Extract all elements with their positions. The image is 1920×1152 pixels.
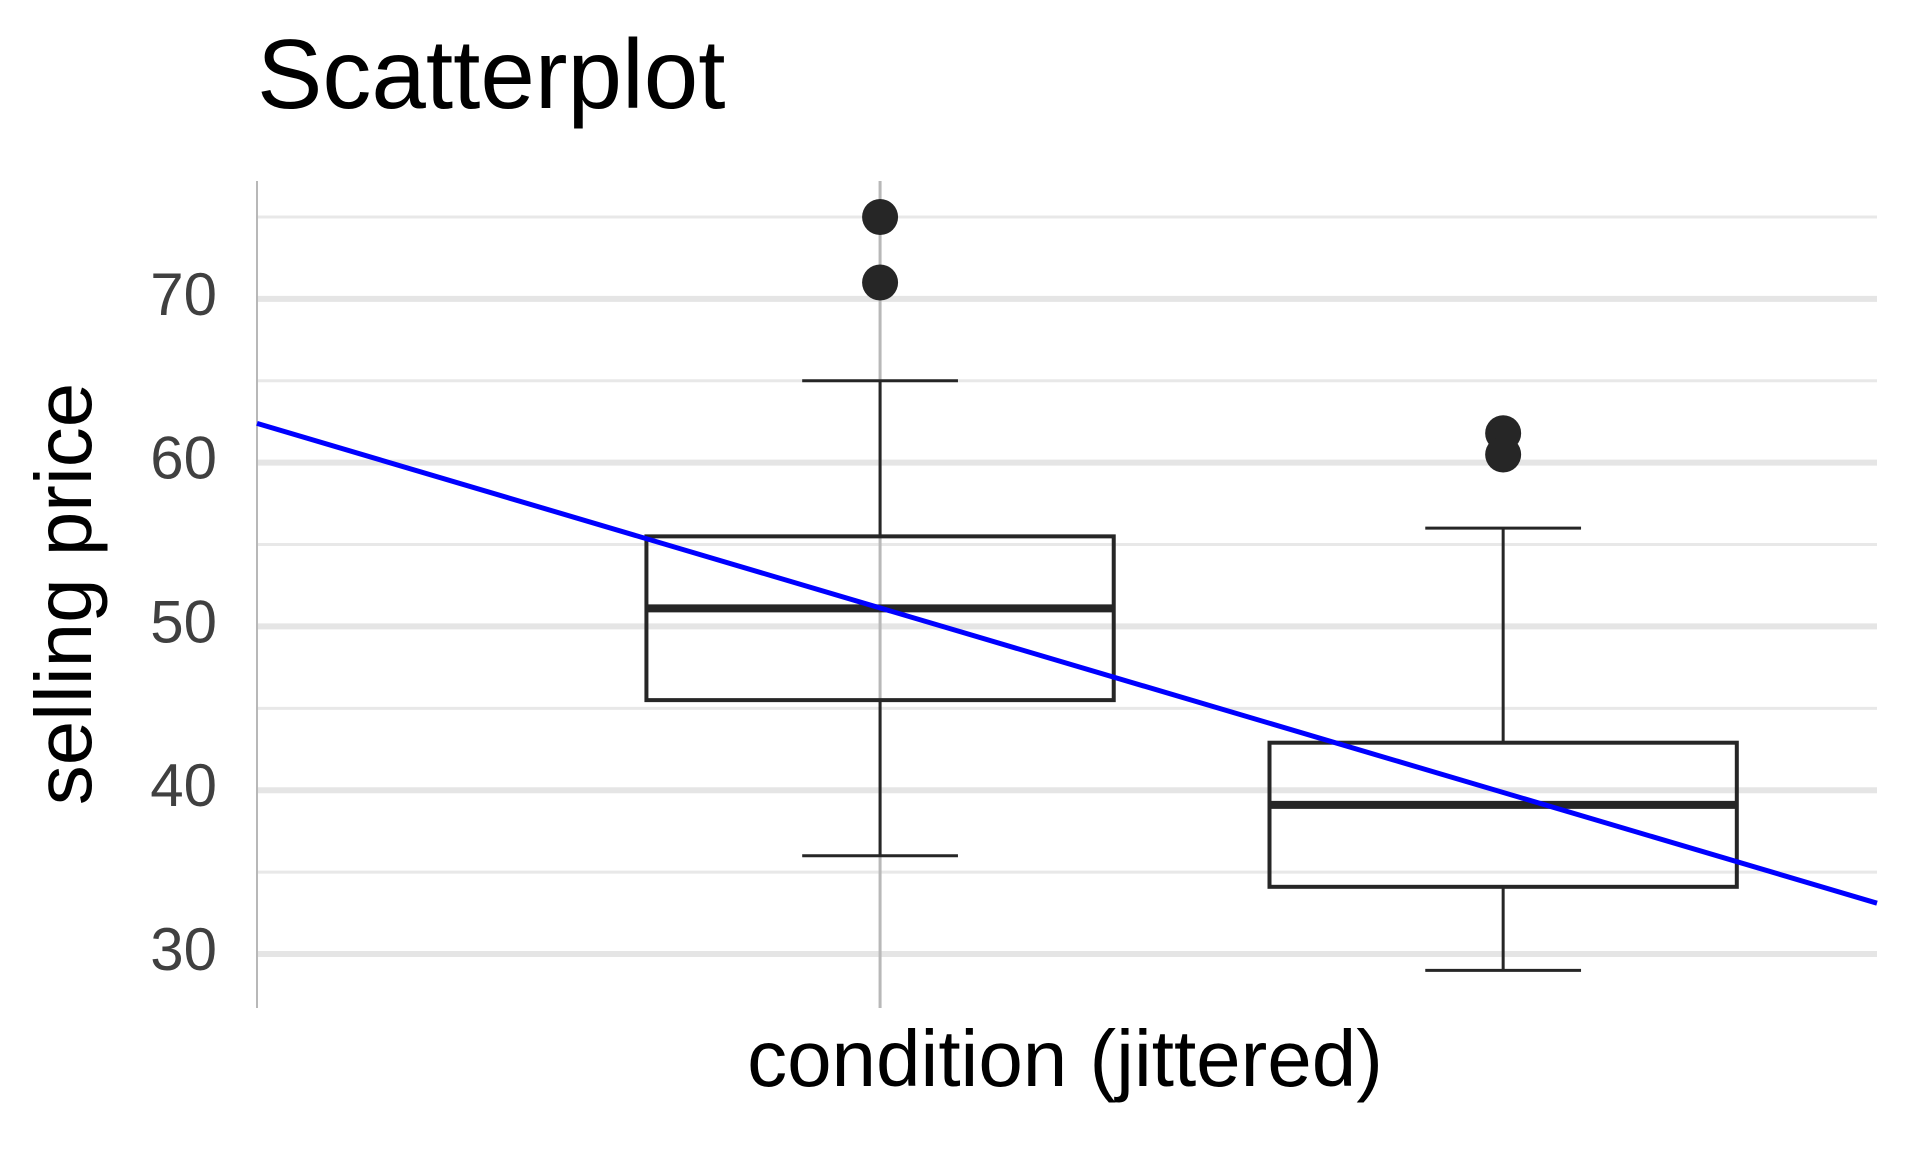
y-tick-label: 70 [150, 261, 217, 328]
outlier [862, 264, 899, 301]
box [1267, 740, 1739, 889]
fit-line [256, 420, 1878, 906]
y-tick-label: 40 [150, 752, 217, 819]
x-axis-label: condition (jittered) [747, 1014, 1383, 1103]
chart-title: Scatterplot [257, 19, 725, 129]
y-axis-label: selling price [19, 383, 108, 805]
outlier [862, 199, 899, 236]
y-tick-label: 50 [150, 588, 217, 655]
box [644, 534, 1116, 703]
y-tick-label: 60 [150, 425, 217, 492]
outlier [1485, 436, 1522, 473]
y-tick-label: 30 [150, 916, 217, 983]
